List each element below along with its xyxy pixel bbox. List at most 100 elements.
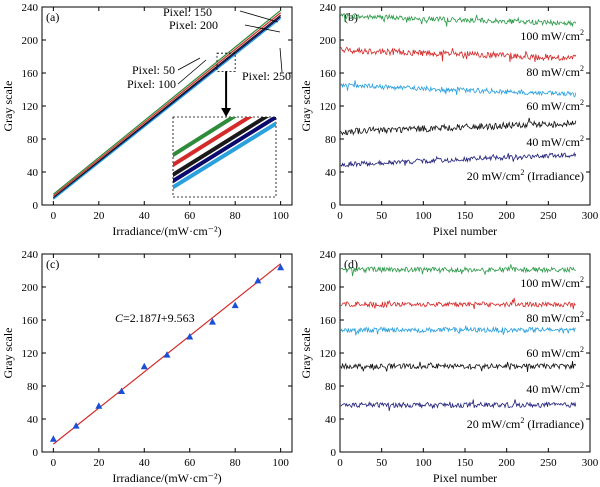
profile-line (340, 361, 577, 373)
x-tick-label: 150 (457, 210, 474, 222)
profile-line (340, 151, 577, 168)
data-point (140, 362, 148, 370)
y-axis-label: Gray scale (1, 81, 15, 132)
y-tick-label: 0 (331, 200, 337, 212)
series-lines (52, 9, 282, 200)
y-tick-label: 80 (325, 381, 337, 393)
series-label: 80 mW/cm2 (526, 310, 584, 325)
pixel-label: Pixel: 100 (127, 77, 176, 91)
data-point (163, 351, 171, 358)
x-tick-label: 80 (230, 457, 242, 469)
x-tick-label: 250 (540, 457, 557, 469)
data-point (118, 387, 126, 394)
x-tick-label: 60 (184, 457, 196, 469)
y-tick-label: 160 (22, 315, 39, 327)
x-tick-label: 100 (415, 210, 432, 222)
data-point (231, 301, 239, 309)
x-axis-label: Pixel number (433, 224, 497, 238)
label-leader (177, 59, 207, 85)
inset-series-line (173, 121, 276, 190)
profile-line (340, 117, 577, 136)
x-tick-label: 100 (415, 457, 432, 469)
label-leader (177, 57, 201, 71)
series-line (52, 14, 282, 199)
y-tick-label: 80 (325, 134, 337, 146)
y-axis-label: Gray scale (299, 328, 313, 379)
data-point (186, 333, 194, 340)
profile-line (340, 325, 576, 336)
y-tick-label: 200 (320, 282, 337, 294)
x-tick-label: 50 (376, 457, 388, 469)
series-label: 60 mW/cm2 (526, 98, 584, 113)
series-line (52, 16, 282, 199)
series-line (52, 12, 282, 197)
data-point (208, 318, 216, 325)
profile-line (340, 13, 577, 28)
y-tick-label: 120 (320, 348, 337, 360)
inset-lines (173, 117, 276, 190)
series-label: 80 mW/cm2 (526, 64, 584, 79)
x-axis-label: Irradiance/(mW·cm⁻²) (112, 471, 221, 485)
profile-line (340, 264, 576, 277)
profile-line (340, 80, 577, 98)
series-label: 60 mW/cm2 (526, 345, 584, 360)
series-label: 40 mW/cm2 (526, 381, 584, 396)
y-tick-label: 240 (22, 2, 39, 14)
data-point (95, 402, 103, 409)
x-tick-label: 0 (51, 210, 57, 222)
data-point (254, 276, 262, 284)
x-tick-label: 50 (376, 210, 388, 222)
fit-equation: C=2.187I+9.563 (115, 311, 195, 325)
y-tick-label: 120 (320, 101, 337, 113)
pixel-label: Pixel: 50 (132, 63, 175, 77)
y-tick-label: 240 (320, 249, 337, 261)
x-tick-label: 200 (498, 457, 515, 469)
x-tick-label: 20 (93, 457, 105, 469)
x-tick-label: 0 (337, 210, 343, 222)
y-tick-label: 240 (22, 249, 39, 261)
y-tick-label: 0 (331, 447, 337, 459)
x-tick-label: 40 (139, 457, 151, 469)
y-tick-label: 40 (325, 414, 337, 426)
series-line (52, 18, 282, 200)
y-tick-label: 200 (320, 35, 337, 47)
series-label: 20 mW/cm2 (Irradiance) (467, 416, 584, 431)
y-tick-label: 40 (27, 167, 39, 179)
y-tick-label: 0 (33, 200, 39, 212)
label-leader (244, 24, 281, 33)
profile-line (340, 399, 577, 411)
panel-label: (c) (46, 257, 59, 271)
inset-series-line (173, 117, 254, 168)
y-tick-label: 160 (320, 68, 337, 80)
x-tick-label: 150 (457, 457, 474, 469)
x-tick-label: 300 (582, 457, 599, 469)
panel-label: (d) (344, 257, 358, 271)
y-tick-label: 40 (27, 414, 39, 426)
y-tick-label: 120 (22, 348, 39, 360)
x-axis-label: Irradiance/(mW·cm⁻²) (112, 224, 221, 238)
y-tick-label: 200 (22, 35, 39, 47)
profile-line (340, 297, 576, 310)
pixel-label: Pixel: 250 (242, 69, 291, 83)
panel-a: 0 20 40 60 80 100 0 40 80 120 160 200 240 (a) Irradian… (1, 2, 293, 238)
profile-line (340, 46, 577, 63)
y-tick-label: 160 (22, 68, 39, 80)
y-axis-label: Gray scale (1, 328, 15, 379)
panel-b: 0 50 100 150 200 250 300 0 40 80 120 160 200 240 (b) Pi… (299, 2, 599, 238)
y-tick-label: 80 (27, 381, 39, 393)
pixel-label: Pixel: 200 (169, 18, 218, 32)
label-leader (239, 10, 279, 23)
label-leader (279, 47, 283, 73)
y-tick-label: 0 (33, 447, 39, 459)
pixel-label: Pixel: 150 (163, 5, 212, 19)
y-tick-label: 160 (320, 315, 337, 327)
y-tick-label: 120 (22, 101, 39, 113)
y-tick-label: 80 (27, 134, 39, 146)
series-label: 20 mW/cm2 (Irradiance) (467, 168, 584, 183)
y-tick-label: 240 (320, 2, 337, 14)
x-tick-label: 20 (93, 210, 105, 222)
x-tick-label: 100 (272, 457, 289, 469)
panel-label: (b) (344, 10, 358, 24)
x-tick-label: 200 (498, 210, 515, 222)
